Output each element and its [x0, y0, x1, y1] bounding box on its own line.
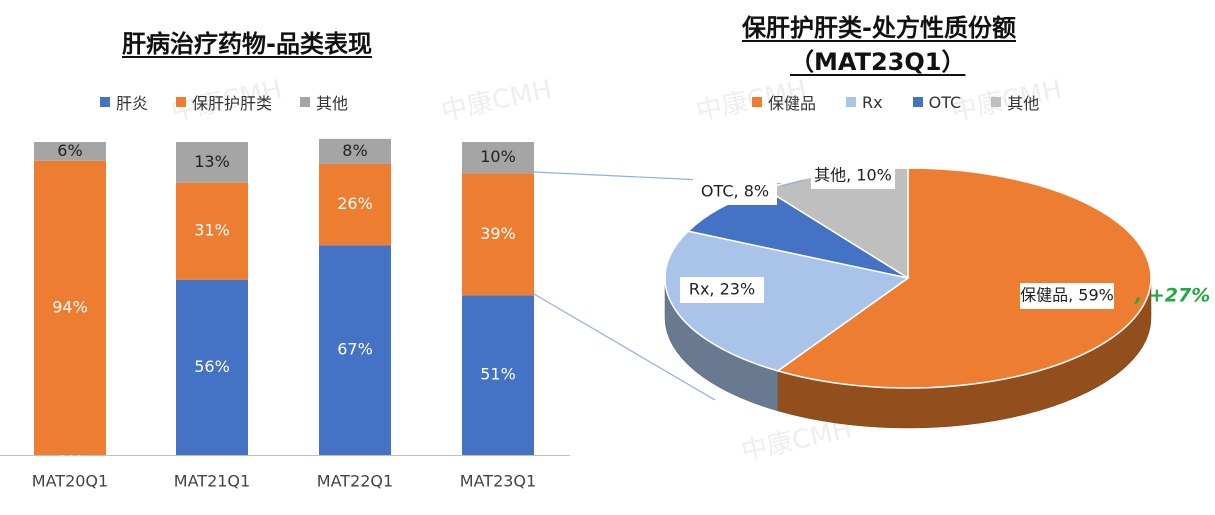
- pie-chart-title: 保肝护肝类-处方性质份额: [742, 14, 1016, 42]
- data-label: 6%: [57, 141, 82, 160]
- legend-item: 其他: [991, 90, 1039, 114]
- data-label: 51%: [480, 365, 516, 384]
- data-label: 26%: [337, 194, 373, 213]
- data-label: 10%: [480, 147, 516, 166]
- bar-segment: [462, 295, 534, 455]
- legend-swatch-liver-protect: [176, 97, 187, 107]
- connector-line: [533, 293, 716, 401]
- pie-slice: [664, 230, 910, 372]
- x-tick-label: MAT22Q1: [317, 472, 393, 491]
- legend-label: 其他: [1007, 94, 1040, 113]
- pie-label-box: [1020, 283, 1114, 309]
- pie-chart-legend: 保健品 Rx OTC 其他: [752, 90, 1067, 114]
- legend-label: 肝炎: [116, 94, 149, 113]
- bar-segment: [319, 163, 391, 246]
- data-label: 39%: [480, 224, 516, 243]
- legend-swatch-health-product: [752, 97, 762, 107]
- legend-item: OTC: [912, 92, 962, 112]
- legend-swatch-other: [991, 97, 1002, 107]
- legend-swatch-otc: [912, 97, 923, 107]
- data-label: 13%: [194, 152, 230, 171]
- bar-segment: [34, 160, 106, 455]
- bar-segment: [462, 142, 534, 174]
- legend-label: 保健品: [768, 94, 817, 113]
- data-label: 67%: [337, 340, 373, 359]
- pie-data-label: 其他, 10%: [814, 166, 892, 185]
- leader-line: [782, 179, 805, 187]
- data-label: 94%: [52, 297, 88, 316]
- pie-slice: [776, 167, 1152, 389]
- legend-label: 保肝护肝类: [192, 94, 273, 113]
- pie-data-label: Rx, 23%: [689, 280, 755, 299]
- legend-label: Rx: [862, 92, 883, 112]
- bar-segment: [462, 173, 534, 296]
- bar-chart-legend: 肝炎 保肝护肝类 其他: [100, 90, 376, 114]
- bar-segment: [319, 138, 391, 164]
- legend-swatch-other: [300, 97, 311, 107]
- bar-chart-title: 肝病治疗药物-品类表现: [122, 30, 372, 58]
- pie-label-box: [811, 163, 895, 189]
- legend-swatch-hepatitis: [100, 97, 110, 107]
- growth-annotation: , +27%: [1134, 285, 1210, 307]
- pie-label-box: [693, 179, 777, 205]
- data-label: 31%: [194, 221, 230, 240]
- bar-segment: [34, 142, 106, 161]
- data-label: 8%: [342, 141, 367, 160]
- legend-item: Rx: [846, 93, 883, 112]
- pie-data-label: 保健品, 59%: [1020, 286, 1114, 305]
- legend-item: 保健品: [752, 90, 816, 114]
- x-tick-label: MAT21Q1: [174, 472, 250, 491]
- x-tick-label: MAT23Q1: [460, 472, 536, 491]
- legend-label: OTC: [928, 92, 962, 112]
- data-label: 56%: [194, 357, 230, 376]
- pie-chart-subtitle: （MAT23Q1）: [790, 48, 966, 76]
- legend-item: 其他: [300, 90, 348, 114]
- pie-data-label: OTC, 8%: [701, 182, 769, 201]
- bar-segment: [176, 142, 248, 183]
- bar-segment: [176, 279, 248, 455]
- pie-label-box: [680, 277, 764, 303]
- legend-item: 肝炎: [100, 90, 148, 114]
- legend-item: 保肝护肝类: [176, 90, 272, 114]
- legend-swatch-rx: [846, 97, 857, 107]
- bar-segment: [176, 182, 248, 280]
- bar-segment: [319, 245, 391, 455]
- legend-label: 其他: [316, 94, 349, 113]
- x-tick-label: MAT20Q1: [32, 472, 108, 491]
